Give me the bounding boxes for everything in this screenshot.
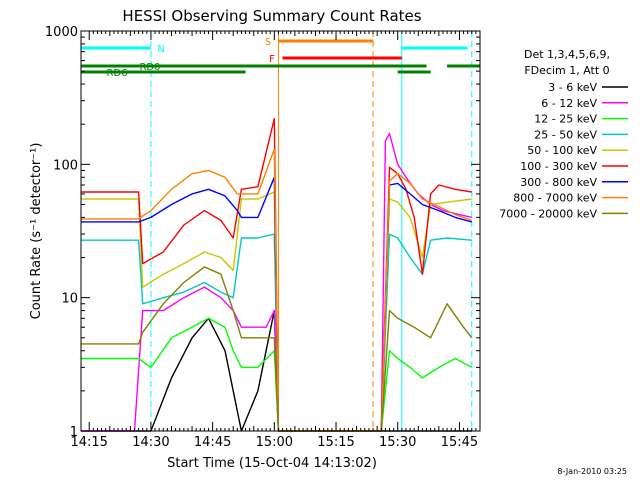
series-line-50-100-kev <box>81 191 472 432</box>
y-tick-label-1000: 1000 <box>45 25 78 40</box>
generation-date: 8-Jan-2010 03:25 <box>557 467 627 476</box>
x-axis-label: Start Time (15-Oct-04 14:13:02) <box>167 456 377 471</box>
flag-label-n: N <box>157 44 164 55</box>
x-tick-label-15-30: 15:30 <box>379 435 416 450</box>
x-tick-label-14-30: 14:30 <box>132 435 169 450</box>
legend-label-100-300-kev: 100 - 300 keV <box>520 160 597 173</box>
legend-label-300-800-kev: 300 - 800 keV <box>520 176 597 189</box>
flag-label-f: F <box>269 54 275 65</box>
legend-label-6-12-kev: 6 - 12 keV <box>541 97 597 110</box>
status-flags: N RD0 RD6 SF <box>81 37 480 79</box>
x-tick-label-15-45: 15:45 <box>441 435 478 450</box>
series-line-7000-20000-kev <box>81 266 473 432</box>
legend-label-25-50-kev: 25 - 50 keV <box>534 128 597 141</box>
legend-label-12-25-kev: 12 - 25 keV <box>534 113 597 126</box>
y-tick-label-100: 100 <box>53 158 78 173</box>
x-tick-label-14-15: 14:15 <box>70 435 107 450</box>
plot-frame <box>80 30 481 432</box>
flag-label-rd6: RD6 <box>106 68 127 79</box>
y-tick-label-10: 10 <box>61 292 78 307</box>
x-tick-label-15-00: 15:00 <box>256 435 293 450</box>
legend-label-7000-20000-kev: 7000 - 20000 keV <box>499 207 597 220</box>
legend-label-50-100-kev: 50 - 100 keV <box>527 144 597 157</box>
y-axis-ticks: 1 10 100 1000 <box>45 25 480 440</box>
series-line-25-50-kev <box>81 233 472 432</box>
legend: 3 - 6 keV 6 - 12 keV 12 - 25 keV 25 - 50 ke… <box>499 81 628 220</box>
chart-title: HESSI Observing Summary Count Rates <box>122 7 421 25</box>
y-axis-label: Count Rate (s⁻¹ detector⁻¹) <box>29 143 44 320</box>
legend-header-line-2: FDecim 1, Att 0 <box>524 64 609 77</box>
x-tick-label-15-15: 15:15 <box>317 435 354 450</box>
legend-label-800-7000-kev: 800 - 7000 keV <box>513 192 597 205</box>
flag-label-s: S <box>265 37 271 48</box>
series-line-12-25-kev <box>81 317 473 432</box>
legend-label-3-6-kev: 3 - 6 keV <box>548 81 597 94</box>
legend-header-line-1: Det 1,3,4,5,6,9, <box>524 48 610 61</box>
series-line-800-7000-kev <box>81 148 473 432</box>
x-axis-ticks: 14:15 14:30 14:45 15:00 15:15 15:30 15:45 <box>70 31 481 450</box>
series-line-300-800-kev <box>81 176 472 432</box>
x-tick-label-14-45: 14:45 <box>194 435 231 450</box>
y-tick-label-1: 1 <box>70 425 78 440</box>
flag-label-rd0: RD0 <box>139 62 160 73</box>
